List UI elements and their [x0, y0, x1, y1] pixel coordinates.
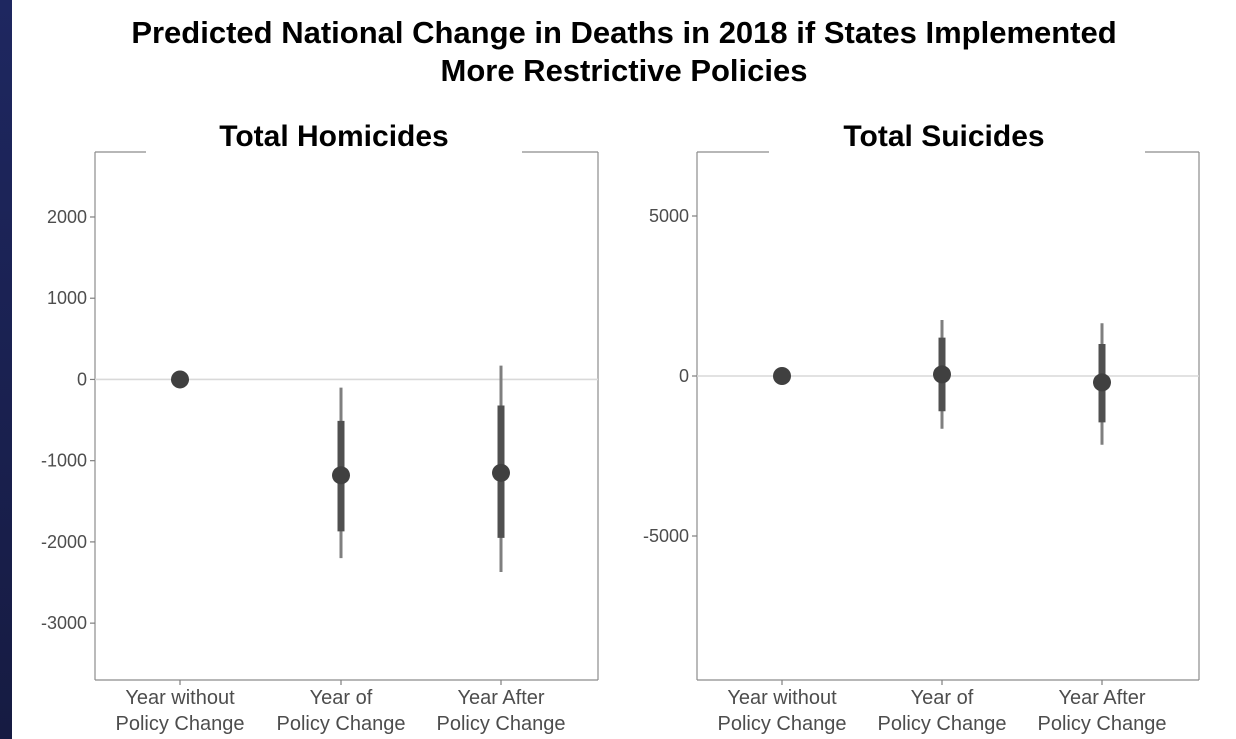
slide-title-line-2: More Restrictive Policies	[440, 53, 808, 88]
suicides-y-tick-label: 5000	[649, 206, 689, 226]
slide-title-line-1: Predicted National Change in Deaths in 2…	[131, 15, 1117, 50]
homicides-x-category-label: Policy Change	[277, 713, 406, 735]
homicides-x-category-label: Policy Change	[437, 713, 566, 735]
suicides-x-category-label: Policy Change	[718, 713, 847, 735]
homicides-y-tick-label: 0	[77, 369, 87, 389]
suicides-y-tick-label: 0	[679, 366, 689, 386]
suicides-y-tick-label: -5000	[643, 526, 689, 546]
homicides-x-category-label: Policy Change	[116, 713, 245, 735]
suicides-x-category-label: Policy Change	[878, 713, 1007, 735]
homicides-x-category-label: Year without	[125, 687, 235, 709]
homicides-y-tick-label: 1000	[47, 288, 87, 308]
slide: Predicted National Change in Deaths in 2…	[12, 0, 1236, 739]
homicides-point-estimate	[332, 466, 350, 485]
homicides-y-tick-label: -2000	[41, 532, 87, 552]
suicides-x-category-label: Year of	[911, 687, 974, 709]
charts-svg: Total Homicides 2000 1000 0 -1000 -2000 -3000 Y…	[41, 120, 1200, 735]
suicides-point-estimate	[933, 365, 951, 384]
suicides-point-estimate	[1093, 373, 1111, 392]
homicides-y-tick-label: -3000	[41, 613, 87, 633]
suicides-x-category-label: Year without	[727, 687, 837, 709]
suicides-x-category-label: Policy Change	[1038, 713, 1167, 735]
suicides-x-category-label: Year After	[1058, 687, 1145, 709]
homicides-point-estimate	[492, 463, 510, 482]
homicides-panel-title: Total Homicides	[219, 120, 448, 153]
homicides-point-estimate	[171, 370, 189, 389]
homicides-x-category-label: Year of	[310, 687, 373, 709]
homicides-y-tick-label: 2000	[47, 207, 87, 227]
slide-title: Predicted National Change in Deaths in 2…	[12, 14, 1236, 90]
homicides-x-category-label: Year After	[457, 687, 544, 709]
suicides-panel-title: Total Suicides	[843, 120, 1044, 153]
homicides-y-tick-label: -1000	[41, 451, 87, 471]
slide-left-band	[0, 0, 12, 739]
suicides-point-estimate	[773, 367, 791, 385]
